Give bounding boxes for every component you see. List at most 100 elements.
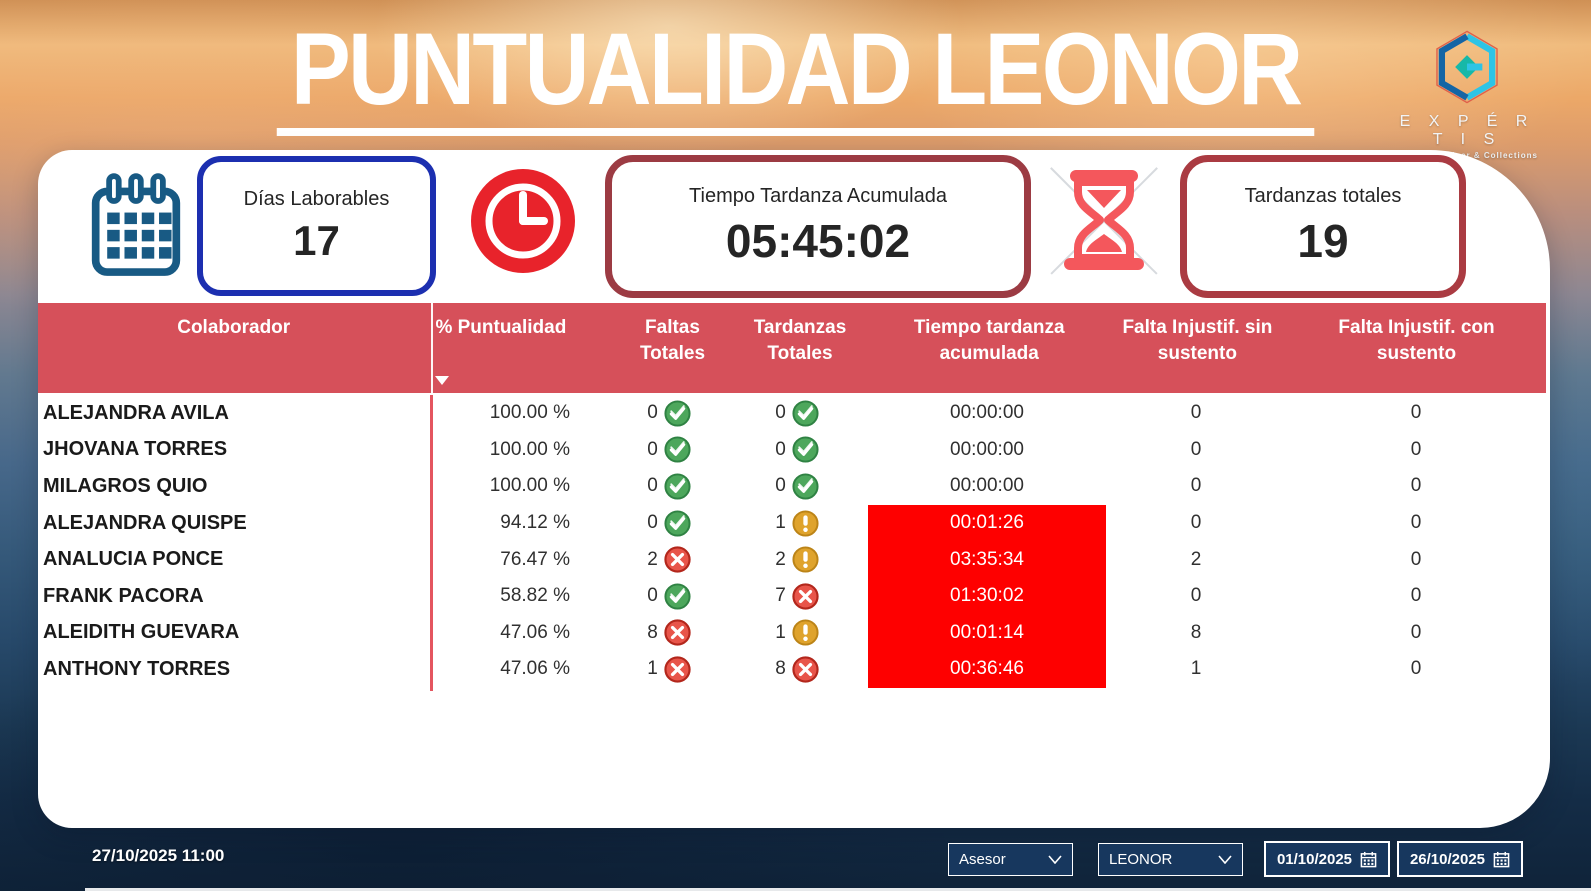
falta-sin-sustento-cell: 0	[1190, 402, 1202, 424]
column-header-label: Faltas	[645, 317, 700, 338]
puntualidad-cell: 100.00 %	[489, 475, 570, 497]
puntualidad-cell: 100.00 %	[489, 402, 570, 424]
tiempo-tardanza-cell: 00:36:46	[868, 651, 1106, 688]
falta-con-sustento-cell: 0	[1410, 438, 1422, 460]
table-row[interactable]: ALEJANDRA AVILA 100.00 % 0 0 00:00:00 0 …	[38, 395, 1546, 432]
tardanzas-cell: 7	[726, 578, 868, 615]
check-icon	[792, 436, 819, 463]
column-header-sin-sustento[interactable]: Falta Injustif. sin sustento	[1108, 303, 1287, 393]
check-icon	[664, 510, 691, 537]
column-header-label: Tardanzas	[753, 317, 847, 338]
column-header-tardanzas[interactable]: Tardanzas Totales	[729, 303, 870, 393]
tardanzas-value: 1	[775, 621, 786, 643]
table-row[interactable]: MILAGROS QUIO 100.00 % 0 0 00:00:00 0 0	[38, 468, 1546, 505]
column-header-label: Totales	[767, 342, 833, 364]
error-icon	[664, 546, 691, 573]
error-icon	[792, 656, 819, 683]
puntualidad-cell: 100.00 %	[489, 438, 570, 460]
tiempo-tardanza-cell: 00:01:26	[868, 504, 1106, 542]
column-header-faltas[interactable]: Faltas Totales	[616, 303, 730, 393]
colaborador-cell: FRANK PACORA	[43, 584, 204, 607]
tardanzas-cell: 1	[726, 615, 868, 652]
tiempo-tardanza-cell: 03:35:34	[868, 541, 1106, 578]
falta-con-sustento-cell: 0	[1410, 621, 1422, 643]
date-to-picker[interactable]: 26/10/2025	[1397, 841, 1523, 877]
chevron-down-icon	[1218, 855, 1232, 864]
date-to-value: 26/10/2025	[1409, 850, 1486, 868]
kpi-value: 05:45:02	[725, 215, 911, 267]
tiempo-tardanza-cell: 00:01:14	[868, 614, 1106, 652]
kpi-card-tardanzas-totales: Tardanzas totales 19	[1180, 155, 1466, 298]
table-header: Colaborador % Puntualidad Faltas Totales…	[38, 303, 1546, 393]
asesor-dropdown[interactable]: Asesor	[948, 843, 1073, 876]
campaign-dropdown[interactable]: LEONOR	[1098, 843, 1243, 876]
date-from-picker[interactable]: 01/10/2025	[1264, 841, 1390, 877]
table-row[interactable]: ALEIDITH GUEVARA 47.06 % 8 1 00:01:14 8 …	[38, 614, 1546, 652]
falta-sin-sustento-cell: 2	[1190, 548, 1202, 570]
check-icon	[664, 583, 691, 610]
tardanzas-value: 7	[775, 585, 786, 607]
faltas-value: 0	[647, 585, 658, 607]
tardanzas-cell: 0	[726, 468, 868, 505]
kpi-label: Días Laborables	[243, 187, 390, 210]
column-header-tiempo[interactable]: Tiempo tardanza acumulada	[871, 303, 1108, 393]
falta-sin-sustento-cell: 0	[1190, 585, 1202, 607]
tiempo-tardanza-cell: 01:30:02	[868, 577, 1106, 615]
kpi-value: 17	[293, 216, 340, 264]
column-header-con-sustento[interactable]: Falta Injustif. con sustento	[1287, 303, 1546, 393]
expertis-logo: E X P É R T I S Master Servicer & Collec…	[1392, 30, 1542, 160]
faltas-cell: 0	[612, 578, 726, 615]
colaborador-cell: ALEIDITH GUEVARA	[43, 621, 240, 644]
check-icon	[664, 436, 691, 463]
falta-sin-sustento-cell: 1	[1190, 658, 1202, 680]
tardanzas-value: 8	[775, 658, 786, 680]
check-icon	[792, 473, 819, 500]
column-header-label: Tiempo tardanza	[913, 317, 1065, 338]
table-row[interactable]: FRANK PACORA 58.82 % 0 7 01:30:02 0 0	[38, 577, 1546, 615]
faltas-cell: 1	[612, 651, 726, 688]
column-header-label: Falta Injustif. sin	[1122, 317, 1273, 338]
table-row[interactable]: ANALUCIA PONCE 76.47 % 2 2 03:35:34 2 0	[38, 541, 1546, 578]
puntualidad-cell: 58.82 %	[500, 585, 570, 607]
puntualidad-cell: 47.06 %	[500, 621, 570, 643]
error-icon	[664, 619, 691, 646]
faltas-value: 2	[647, 548, 658, 570]
colaborador-cell: JHOVANA TORRES	[43, 438, 228, 461]
table-row[interactable]: ALEJANDRA QUISPE 94.12 % 0 1 00:01:26 0 …	[38, 504, 1546, 542]
falta-con-sustento-cell: 0	[1410, 512, 1422, 534]
column-header-puntualidad[interactable]: % Puntualidad	[429, 303, 615, 393]
falta-con-sustento-cell: 0	[1410, 402, 1422, 424]
puntualidad-cell: 47.06 %	[500, 658, 570, 680]
logo-brand-text: E X P É R T I S	[1399, 113, 1535, 148]
tardanzas-value: 0	[775, 475, 786, 497]
asesor-dropdown-value: Asesor	[959, 851, 1006, 868]
falta-con-sustento-cell: 0	[1410, 475, 1422, 497]
falta-sin-sustento-cell: 0	[1190, 512, 1202, 534]
error-icon	[664, 656, 691, 683]
table-row[interactable]: ANTHONY TORRES 47.06 % 1 8 00:36:46 1 0	[38, 651, 1546, 688]
faltas-cell: 0	[612, 468, 726, 505]
sort-descending-icon[interactable]	[435, 376, 450, 385]
chevron-down-icon	[1048, 855, 1062, 864]
tiempo-tardanza-cell: 00:00:00	[950, 438, 1024, 460]
puntualidad-cell: 76.47 %	[500, 548, 570, 570]
calendar-small-icon	[1493, 851, 1510, 867]
column-header-colaborador[interactable]: Colaborador	[38, 303, 429, 393]
tardanzas-value: 0	[775, 402, 786, 424]
faltas-value: 0	[647, 512, 658, 534]
column-header-label: Colaborador	[177, 317, 291, 338]
colaborador-cell: MILAGROS QUIO	[43, 474, 208, 497]
campaign-dropdown-value: LEONOR	[1109, 851, 1173, 868]
falta-con-sustento-cell: 0	[1410, 658, 1422, 680]
check-icon	[792, 400, 819, 427]
warning-icon	[792, 546, 819, 573]
refresh-timestamp: 27/10/2025 11:00	[92, 846, 225, 865]
error-icon	[792, 583, 819, 610]
calendar-small-icon	[1360, 851, 1377, 867]
table-row[interactable]: JHOVANA TORRES 100.00 % 0 0 00:00:00 0 0	[38, 432, 1546, 469]
check-icon	[664, 473, 691, 500]
clock-icon	[471, 169, 575, 273]
tardanzas-cell: 8	[726, 651, 868, 688]
warning-icon	[792, 619, 819, 646]
